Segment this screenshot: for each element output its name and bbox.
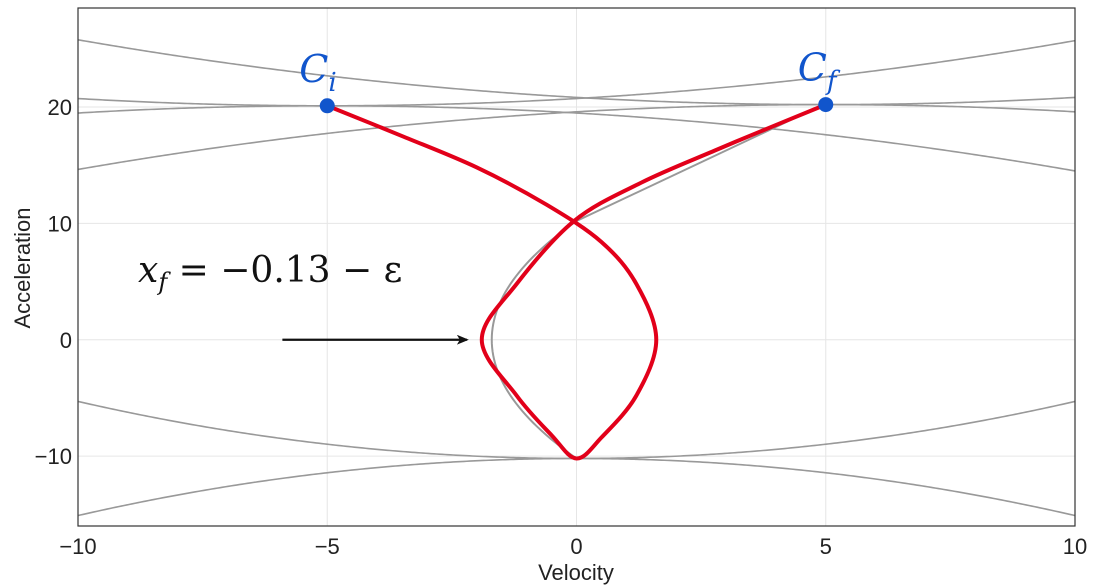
x-tick-label: 0	[570, 534, 582, 559]
background-curve	[78, 457, 1075, 517]
x-tick-label: −5	[315, 534, 340, 559]
x-tick-label: −10	[59, 534, 96, 559]
y-tick-label: 10	[48, 211, 72, 236]
point-label: Ci	[299, 47, 336, 98]
y-axis-label: Acceleration	[10, 207, 35, 328]
x-tick-label: 10	[1063, 534, 1087, 559]
background-curve	[78, 39, 1075, 107]
background-curve	[78, 104, 1075, 172]
x-axis-label: Velocity	[538, 560, 614, 585]
background-curve	[78, 38, 1075, 106]
annotation-text: xf = −0.13 − ε	[138, 250, 402, 296]
reference-curve	[490, 103, 824, 460]
y-tick-labels: −10 0 10 20	[35, 95, 72, 469]
reference-curve-group	[490, 103, 824, 460]
y-tick-label: −10	[35, 444, 72, 469]
series-group	[325, 102, 828, 461]
trajectory-line	[325, 102, 828, 461]
marked-point	[818, 97, 834, 113]
y-tick-label: 0	[60, 328, 72, 353]
point-label: Cf	[798, 46, 841, 97]
marked-point	[319, 98, 335, 114]
x-tick-label: 5	[820, 534, 832, 559]
marked-points: Ci Cf	[299, 46, 841, 114]
background-curve	[78, 103, 1075, 171]
y-tick-label: 20	[48, 95, 72, 120]
annotation: xf = −0.13 − ε	[138, 250, 469, 345]
x-tick-labels: −10 −5 0 5 10	[59, 534, 1087, 559]
plot-frame	[77, 7, 1076, 527]
